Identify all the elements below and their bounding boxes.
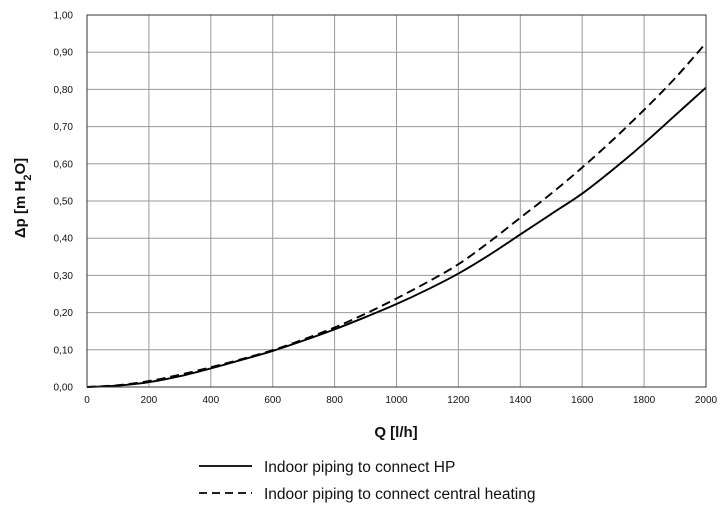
x-tick-label: 1000 bbox=[385, 395, 408, 406]
x-tick-label: 200 bbox=[141, 395, 158, 406]
x-tick-label: 1600 bbox=[571, 395, 594, 406]
x-tick-label: 0 bbox=[84, 395, 90, 406]
series-line-central-heating bbox=[86, 42, 707, 388]
legend-item-dashed: Indoor piping to connect central heating bbox=[199, 486, 535, 503]
x-tick-label: 1400 bbox=[509, 395, 532, 406]
legend-label-solid: Indoor piping to connect HP bbox=[264, 459, 455, 476]
y-tick-label: 0,80 bbox=[54, 85, 74, 96]
x-tick-label: 800 bbox=[326, 395, 343, 406]
legend-label-dashed: Indoor piping to connect central heating bbox=[264, 486, 535, 503]
plot-frame bbox=[86, 14, 707, 388]
series-line-hp bbox=[86, 86, 707, 388]
legend-item-solid: Indoor piping to connect HP bbox=[199, 459, 455, 476]
grid bbox=[86, 14, 707, 388]
y-tick-label: 1,00 bbox=[54, 11, 74, 22]
x-tick-label: 2000 bbox=[695, 395, 718, 406]
y-tick-label: 0,10 bbox=[54, 345, 74, 356]
x-tick-label: 400 bbox=[202, 395, 219, 406]
y-tick-label: 0,30 bbox=[54, 271, 74, 282]
y-axis-title-prefix: Δp [m H bbox=[12, 181, 29, 238]
y-tick-label: 0,40 bbox=[54, 234, 74, 245]
y-tick-label: 0,50 bbox=[54, 197, 74, 208]
x-axis-title: Q [l/h] bbox=[374, 424, 417, 441]
y-axis-title-suffix: O] bbox=[12, 158, 29, 175]
y-tick-label: 0,90 bbox=[54, 48, 74, 59]
y-tick-label: 0,00 bbox=[54, 383, 74, 394]
y-tick-label: 0,60 bbox=[54, 159, 74, 170]
y-axis-title-subscript: 2 bbox=[22, 175, 34, 181]
y-tick-label: 0,20 bbox=[54, 308, 74, 319]
legend: Indoor piping to connect HP Indoor pipin… bbox=[199, 459, 535, 503]
x-tick-label: 1800 bbox=[633, 395, 656, 406]
series-lines bbox=[86, 42, 707, 388]
axes: 0 200 400 600 800 1000 1200 1400 1600 1800 2000 0,0… bbox=[54, 11, 718, 407]
x-tick-label: 1200 bbox=[447, 395, 470, 406]
y-tick-label: 0,70 bbox=[54, 122, 74, 133]
y-axis-title: Δp [m H2O] bbox=[12, 158, 34, 238]
x-tick-label: 600 bbox=[264, 395, 281, 406]
